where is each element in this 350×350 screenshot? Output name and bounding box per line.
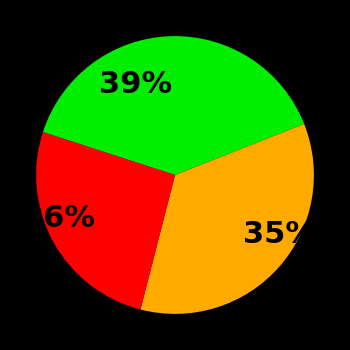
Text: 26%: 26% — [23, 204, 96, 233]
Text: 35%: 35% — [243, 220, 316, 249]
Text: 39%: 39% — [99, 70, 172, 99]
Wedge shape — [36, 132, 175, 309]
Wedge shape — [140, 124, 314, 314]
Wedge shape — [43, 36, 304, 175]
